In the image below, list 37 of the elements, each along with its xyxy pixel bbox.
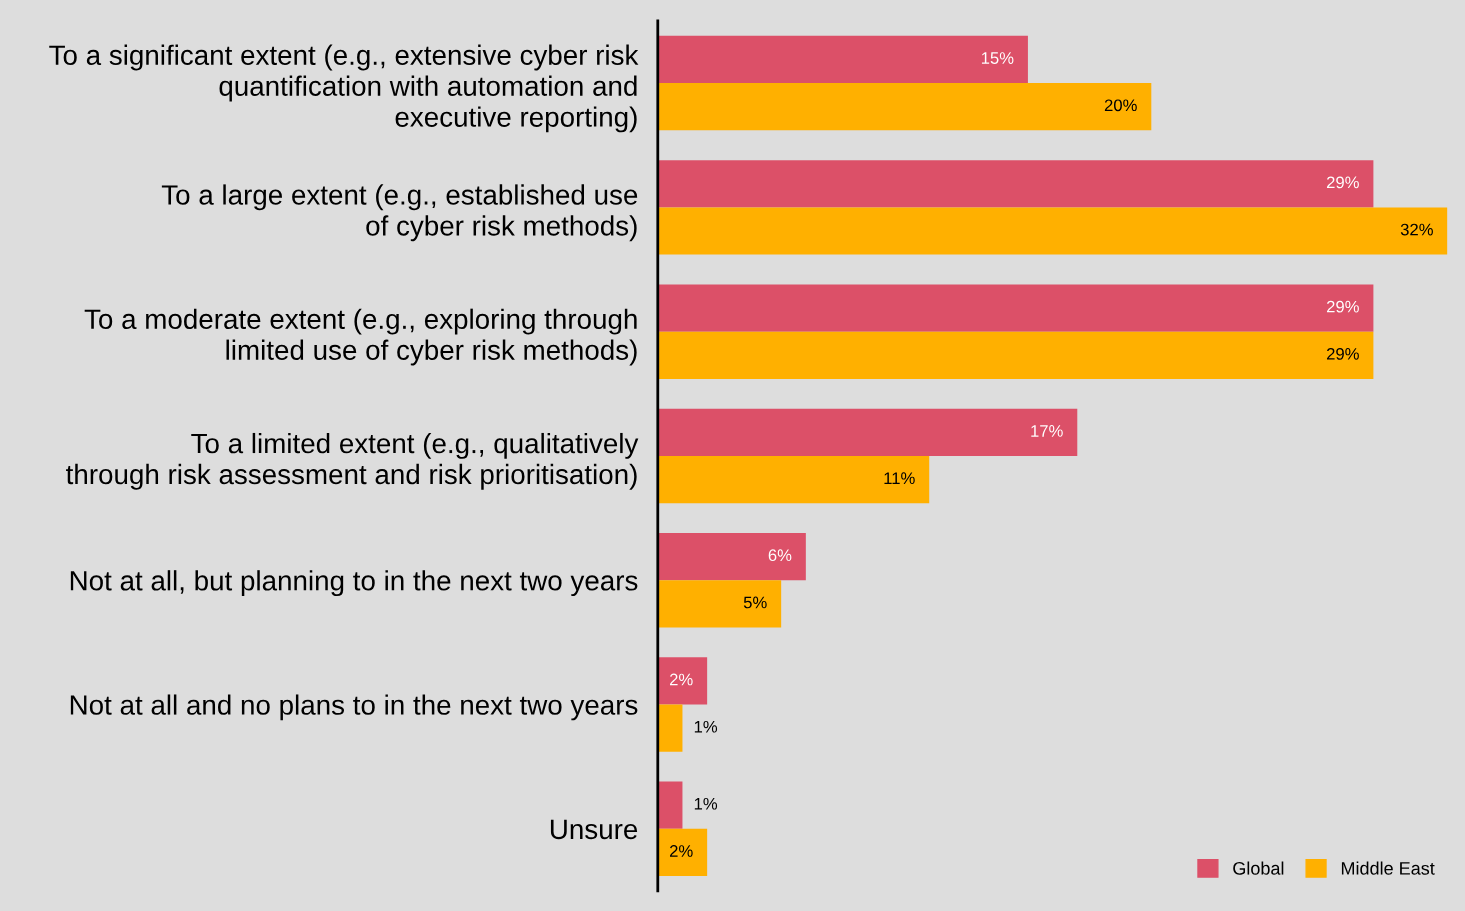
legend-label: Global <box>1233 861 1284 875</box>
bar <box>657 408 1078 456</box>
y-tick-label: To a significant extent (e.g., extensive cyber risk quantification with automation and executive reporting) <box>49 44 639 133</box>
y-tick-label: Not at all, but planning to in the next two years <box>70 570 638 597</box>
data-label: 11% <box>884 472 915 484</box>
data-label: 5% <box>743 596 767 609</box>
bar <box>657 580 782 628</box>
y-tick-label: To a large extent (e.g., established use of cyber risk methods) <box>161 184 638 242</box>
y-tick-label: To a moderate extent (e.g., exploring through limited use of cyber risk methods) <box>84 308 637 366</box>
bar <box>657 35 1028 84</box>
data-label: 29% <box>1326 176 1359 189</box>
data-label: 2% <box>670 845 693 857</box>
data-label: 6% <box>768 549 792 562</box>
bar <box>657 781 683 829</box>
bar <box>657 657 708 705</box>
bar <box>657 533 806 581</box>
bar <box>657 83 1152 131</box>
data-label: 20% <box>1104 99 1137 112</box>
y-tick-label: Unsure <box>550 819 638 840</box>
data-label: 29% <box>1326 300 1359 313</box>
data-label: 17% <box>1031 425 1063 437</box>
data-label: 29% <box>1326 347 1359 360</box>
bar <box>657 455 930 504</box>
data-label: 1% <box>694 797 718 810</box>
bar <box>657 160 1374 208</box>
bar <box>657 284 1374 332</box>
bar <box>657 828 708 877</box>
data-label: 2% <box>670 673 693 686</box>
bar <box>657 207 1448 255</box>
bar <box>657 331 1374 379</box>
y-tick-label: Not at all and no plans to in the next two years <box>70 694 638 721</box>
legend-label: Middle East <box>1341 861 1435 875</box>
data-label: 15% <box>981 52 1014 64</box>
y-tick-label: To a limited extent (e.g., qualitatively through risk assessment and risk prioritisation) <box>66 432 639 490</box>
data-label: 32% <box>1400 223 1433 236</box>
data-label: 1% <box>694 720 718 733</box>
bar <box>657 704 683 752</box>
